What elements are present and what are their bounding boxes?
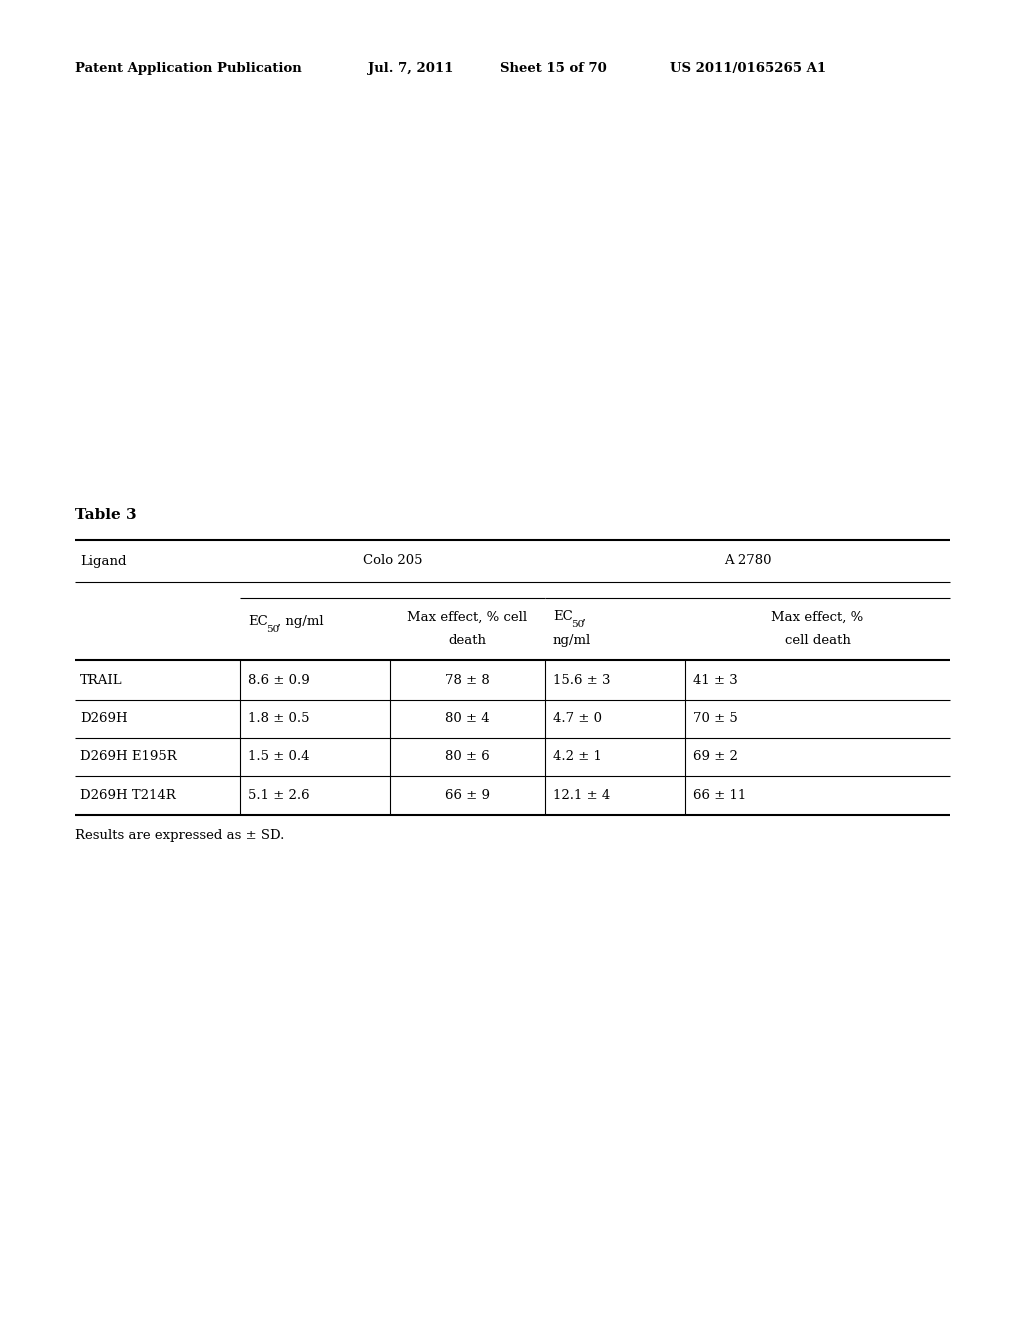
Text: 15.6 ± 3: 15.6 ± 3 <box>553 673 610 686</box>
Text: Jul. 7, 2011: Jul. 7, 2011 <box>368 62 454 75</box>
Text: death: death <box>449 634 486 647</box>
Text: EC: EC <box>553 610 572 623</box>
Text: EC: EC <box>248 615 267 628</box>
Text: Results are expressed as ± SD.: Results are expressed as ± SD. <box>75 829 285 842</box>
Text: Table 3: Table 3 <box>75 508 136 521</box>
Text: 50: 50 <box>266 624 280 634</box>
Text: D269H E195R: D269H E195R <box>80 751 177 763</box>
Text: , ng/ml: , ng/ml <box>278 615 324 628</box>
Text: 1.8 ± 0.5: 1.8 ± 0.5 <box>248 713 309 726</box>
Text: 66 ± 11: 66 ± 11 <box>693 789 746 803</box>
Text: TRAIL: TRAIL <box>80 673 123 686</box>
Text: 5.1 ± 2.6: 5.1 ± 2.6 <box>248 789 309 803</box>
Text: 69 ± 2: 69 ± 2 <box>693 751 738 763</box>
Text: D269H T214R: D269H T214R <box>80 789 176 803</box>
Text: Max effect, % cell: Max effect, % cell <box>408 611 527 624</box>
Text: Max effect, %: Max effect, % <box>771 611 863 624</box>
Text: 80 ± 4: 80 ± 4 <box>445 713 489 726</box>
Text: ,: , <box>582 610 586 623</box>
Text: 4.7 ± 0: 4.7 ± 0 <box>553 713 602 726</box>
Text: 70 ± 5: 70 ± 5 <box>693 713 737 726</box>
Text: 50: 50 <box>571 620 585 630</box>
Text: 66 ± 9: 66 ± 9 <box>445 789 490 803</box>
Text: D269H: D269H <box>80 713 128 726</box>
Text: 41 ± 3: 41 ± 3 <box>693 673 737 686</box>
Text: ng/ml: ng/ml <box>553 634 591 647</box>
Text: 1.5 ± 0.4: 1.5 ± 0.4 <box>248 751 309 763</box>
Text: Sheet 15 of 70: Sheet 15 of 70 <box>500 62 607 75</box>
Text: 78 ± 8: 78 ± 8 <box>445 673 489 686</box>
Text: Ligand: Ligand <box>80 554 127 568</box>
Text: 80 ± 6: 80 ± 6 <box>445 751 489 763</box>
Text: cell death: cell death <box>784 634 851 647</box>
Text: Colo 205: Colo 205 <box>362 554 422 568</box>
Text: 4.2 ± 1: 4.2 ± 1 <box>553 751 602 763</box>
Text: 12.1 ± 4: 12.1 ± 4 <box>553 789 610 803</box>
Text: US 2011/0165265 A1: US 2011/0165265 A1 <box>670 62 826 75</box>
Text: Patent Application Publication: Patent Application Publication <box>75 62 302 75</box>
Text: A 2780: A 2780 <box>724 554 771 568</box>
Text: 8.6 ± 0.9: 8.6 ± 0.9 <box>248 673 309 686</box>
